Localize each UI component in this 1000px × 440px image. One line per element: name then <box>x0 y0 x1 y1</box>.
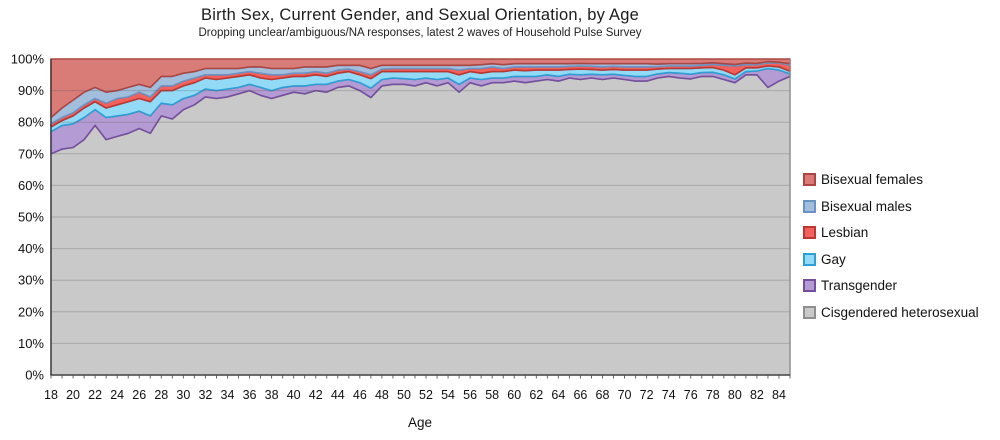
legend-label: Lesbian <box>821 225 869 240</box>
x-tick-label: 70 <box>618 388 632 402</box>
legend-item-lesbian: Lesbian <box>803 225 979 240</box>
x-tick-label: 84 <box>772 388 786 402</box>
y-tick-label: 50% <box>18 210 44 225</box>
legend-item-gay: Gay <box>803 252 979 267</box>
y-tick-label: 40% <box>18 241 44 256</box>
x-tick-label: 20 <box>66 388 80 402</box>
legend-label: Cisgendered heterosexual <box>821 304 979 320</box>
x-tick-label: 62 <box>529 388 543 402</box>
x-tick-label: 52 <box>419 388 433 402</box>
y-tick-label: 90% <box>18 83 44 98</box>
legend-swatch-transgender <box>803 279 816 292</box>
x-tick-label: 58 <box>485 388 499 402</box>
y-tick-label: 30% <box>18 273 44 288</box>
x-tick-label: 44 <box>331 388 345 402</box>
x-tick-label: 72 <box>640 388 654 402</box>
y-tick-label: 10% <box>18 336 44 351</box>
chart-title: Birth Sex, Current Gender, and Sexual Or… <box>201 6 639 24</box>
x-tick-label: 78 <box>706 388 720 402</box>
x-tick-label: 36 <box>243 388 257 402</box>
x-tick-label: 64 <box>551 388 565 402</box>
x-tick-label: 48 <box>375 388 389 402</box>
x-tick-label: 74 <box>662 388 676 402</box>
legend-label: Gay <box>821 251 846 267</box>
x-tick-label: 60 <box>507 388 521 402</box>
x-tick-label: 34 <box>221 388 235 402</box>
legend-item-transgender: Transgender <box>803 278 979 293</box>
x-tick-label: 38 <box>265 388 279 402</box>
x-tick-label: 82 <box>750 388 764 402</box>
x-tick-label: 50 <box>397 388 411 402</box>
x-tick-labels: 18 20 22 24 26 28 30 32 34 36 38 40 42 44 46 48 50 52 54 56… <box>44 388 786 402</box>
y-tick-label: 100% <box>11 52 45 67</box>
legend-swatch-lesbian <box>803 226 816 239</box>
legend-item-cisgendered-heterosexual: Cisgendered heterosexual <box>803 305 979 320</box>
y-tick-label: 20% <box>18 304 44 319</box>
legend-swatch-bisexual-females <box>803 173 816 186</box>
legend-item-bisexual-males: Bisexual males <box>803 199 979 214</box>
y-tick-label: 0% <box>25 368 44 383</box>
x-tick-label: 18 <box>44 388 58 402</box>
x-tick-label: 24 <box>110 388 124 402</box>
x-tick-label: 32 <box>198 388 212 402</box>
legend-swatch-cisgendered-heterosexual <box>803 305 816 319</box>
y-tick-labels: 0% 10% 20% 30% 40% 50% 60% 70% 80% 90% 100% <box>11 52 45 383</box>
area-cisgendered-heterosexual <box>50 74 791 376</box>
x-tick-label: 68 <box>596 388 610 402</box>
x-tick-label: 30 <box>176 388 190 402</box>
y-tick-label: 70% <box>18 146 44 161</box>
legend-label: Transgender <box>821 278 898 293</box>
x-tick-label: 26 <box>132 388 146 402</box>
chart-legend: Bisexual females Bisexual males Lesbian Gay… <box>803 172 979 320</box>
gridlines <box>51 90 790 344</box>
axes <box>50 59 791 376</box>
x-tick-label: 42 <box>309 388 323 402</box>
legend-label: Bisexual females <box>821 172 924 187</box>
chart-subtitle: Dropping unclear/ambiguous/NA responses,… <box>198 27 642 39</box>
legend-item-bisexual-females: Bisexual females <box>803 172 979 187</box>
legend-swatch-gay <box>803 252 816 266</box>
y-tick-label: 80% <box>18 115 44 130</box>
legend-swatch-bisexual-males <box>803 199 816 213</box>
y-tick-label: 60% <box>18 178 44 193</box>
x-tick-label: 46 <box>353 388 367 402</box>
x-tick-label: 54 <box>441 388 455 402</box>
x-tick-label: 28 <box>154 388 168 402</box>
x-tick-label: 56 <box>463 388 477 402</box>
x-tick-label: 40 <box>287 388 301 402</box>
x-tick-marks <box>50 375 791 379</box>
x-tick-label: 66 <box>573 388 587 402</box>
x-axis-title: Age <box>408 415 432 430</box>
x-tick-label: 80 <box>728 388 742 402</box>
legend-label: Bisexual males <box>821 198 912 214</box>
x-tick-label: 76 <box>684 388 698 402</box>
x-tick-label: 22 <box>88 388 102 402</box>
